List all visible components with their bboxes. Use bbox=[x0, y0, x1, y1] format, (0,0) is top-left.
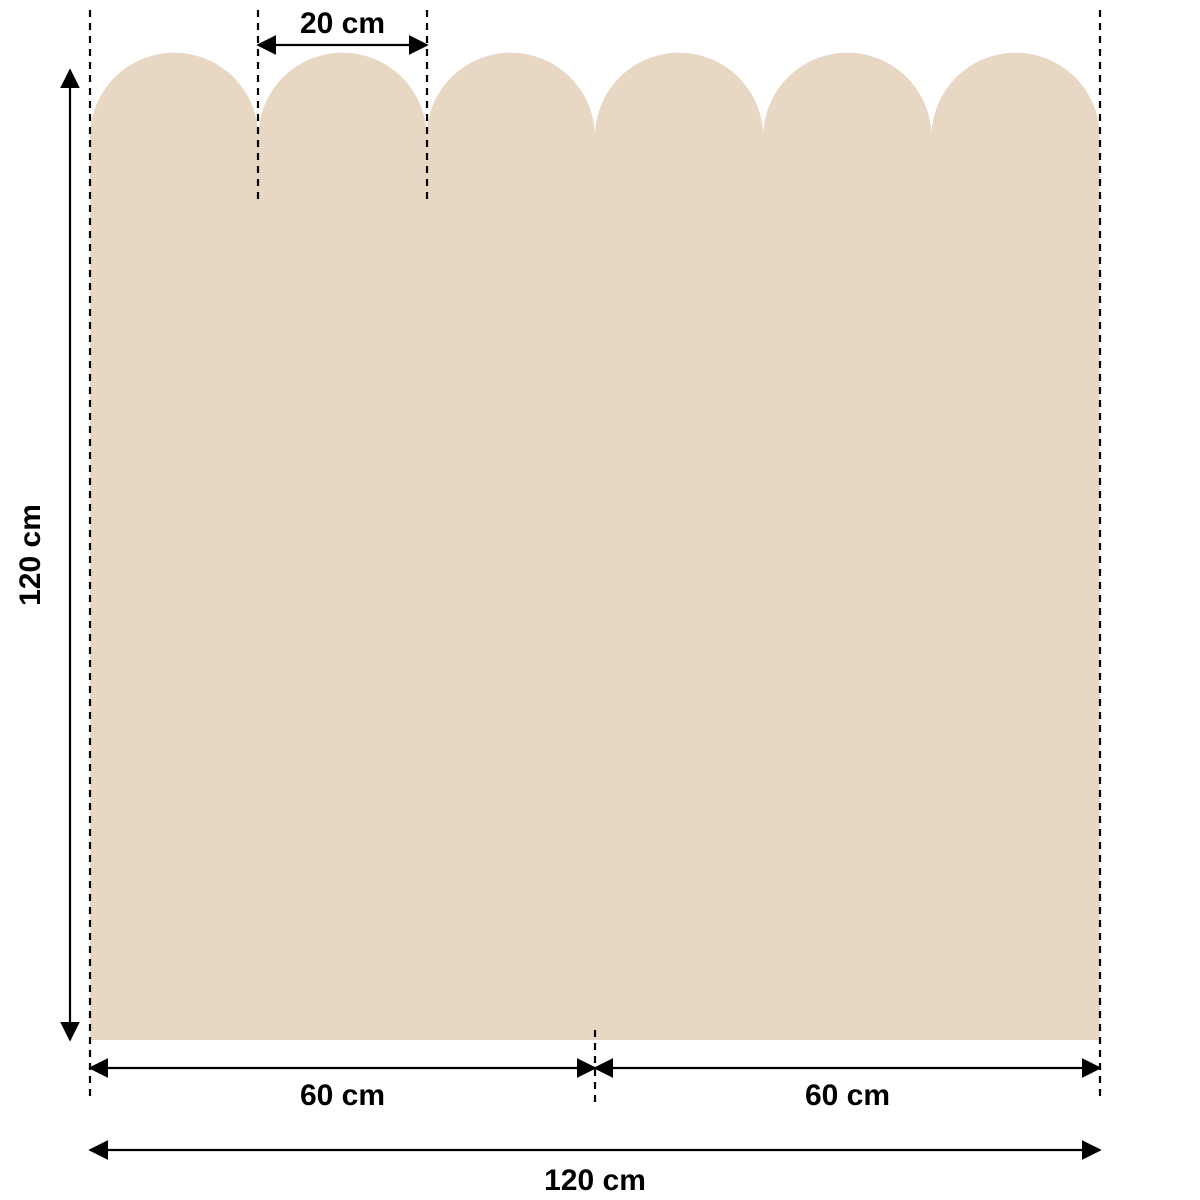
label-height: 120 cm bbox=[14, 504, 47, 606]
label-half-width-right: 60 cm bbox=[805, 1079, 890, 1112]
label-total-width: 120 cm bbox=[544, 1164, 646, 1197]
label-scallop-width: 20 cm bbox=[300, 7, 385, 40]
label-half-width-left: 60 cm bbox=[300, 1079, 385, 1112]
scalloped-panel-shape bbox=[90, 53, 1100, 1040]
